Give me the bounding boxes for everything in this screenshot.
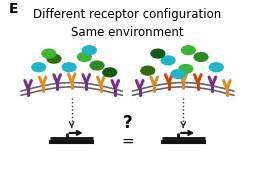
Circle shape	[76, 52, 92, 62]
Circle shape	[89, 60, 104, 71]
Circle shape	[61, 62, 76, 72]
Circle shape	[41, 49, 56, 59]
Text: Same environment: Same environment	[71, 26, 183, 39]
Circle shape	[208, 62, 223, 72]
Text: Different receptor configuration: Different receptor configuration	[33, 8, 221, 20]
Circle shape	[140, 66, 155, 76]
Circle shape	[31, 62, 46, 72]
Text: ?: ?	[122, 114, 132, 132]
Circle shape	[102, 67, 117, 77]
Text: =: =	[121, 134, 133, 149]
Circle shape	[150, 49, 165, 59]
Circle shape	[193, 52, 208, 62]
Circle shape	[170, 69, 185, 79]
Circle shape	[178, 64, 193, 74]
Circle shape	[180, 45, 195, 55]
Circle shape	[82, 45, 97, 55]
Text: E: E	[8, 2, 18, 16]
Circle shape	[46, 54, 61, 64]
Circle shape	[160, 55, 175, 66]
